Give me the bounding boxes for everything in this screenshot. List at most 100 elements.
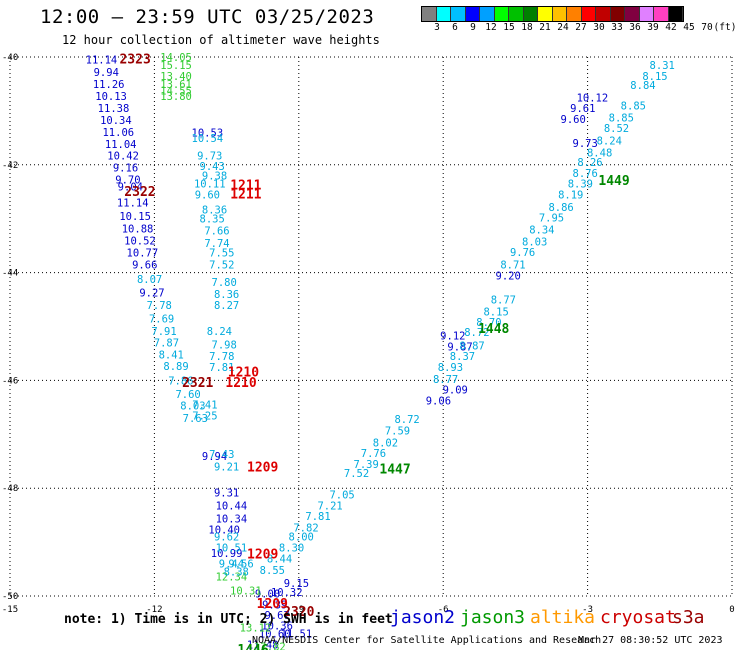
data-point-s3a: 8.44 (267, 553, 292, 565)
data-point-s3a: 8.34 (529, 224, 554, 236)
data-point-s3a: 7.52 (344, 468, 369, 480)
legend-jason2: jason2 (390, 607, 456, 628)
colorbar-swatch (465, 7, 480, 21)
data-point-jason2: 11.51 (281, 629, 313, 641)
data-point-jason2: 9.20 (496, 270, 521, 282)
colorbar-swatch (480, 7, 495, 21)
data-point-s3a: 9.44 (219, 559, 244, 571)
data-point-s3a: 9.60 (195, 189, 220, 201)
data-point-jason2: 9.31 (214, 488, 239, 500)
x-tick-label: -6 (438, 605, 449, 615)
data-point-s3a: 8.93 (438, 362, 463, 374)
data-point-s3a: 8.31 (650, 60, 675, 72)
y-tick-label: -44 (2, 269, 18, 279)
data-point-cryosat: 2321 (182, 376, 213, 391)
data-point-s3a: 8.07 (137, 274, 162, 286)
data-point-s3a: 8.39 (568, 179, 593, 191)
data-points: 11.149.9411.2610.1311.3810.3411.0611.041… (86, 52, 675, 650)
data-point-jason3: 13.80 (160, 91, 192, 103)
data-point-s3a: 8.37 (450, 351, 475, 363)
colorbar-swatch (509, 7, 524, 21)
data-point-jason2: 10.34 (100, 115, 132, 127)
data-point-s3a: 8.38 (224, 567, 249, 579)
data-point-s3a: 7.63 (183, 413, 208, 425)
data-point-s3a: 7.87 (154, 338, 179, 350)
data-point-s3a: 7.69 (149, 313, 174, 325)
data-point-s3a: 8.76 (573, 168, 598, 180)
data-point-jason3: 15.15 (160, 60, 192, 72)
legend-cryosat: cryosat (600, 607, 676, 628)
y-tick-label: -42 (2, 161, 18, 171)
colorbar-swatch (552, 7, 567, 21)
data-point-s3a: 7.81 (305, 511, 330, 523)
data-point-s3a: 8.03 (522, 236, 547, 248)
colorbar-swatch (436, 7, 451, 21)
data-point-s3a: 9.56 (228, 559, 253, 571)
data-point-time-s3a: 1209 (247, 547, 278, 562)
data-point-jason3: 12.82 (254, 642, 286, 650)
data-point-s3a: 8.84 (630, 80, 655, 92)
colorbar-label: 9 (470, 22, 476, 33)
y-tick-label: -40 (2, 53, 18, 63)
data-point-jason3: 13.12 (240, 622, 272, 634)
colorbar-label: 6 (452, 22, 458, 33)
data-point-s3a: 8.26 (577, 157, 602, 169)
data-point-time-s3a: 1209 (257, 597, 288, 612)
data-point-s3a: 7.21 (317, 500, 342, 512)
axis-labels: -15 -12 -9 -6 -3 0 -40 -42 -44 -46 -48 -50 (2, 53, 735, 615)
data-point-jason3: 10.31 (230, 586, 262, 598)
colorbar-label: 3 (434, 22, 440, 33)
data-point-jason2: 9.70 (115, 174, 140, 186)
x-tick-label: -12 (146, 605, 162, 615)
data-point-jason2: 10.53 (192, 127, 224, 139)
data-point-jason2: 9.00 (255, 588, 280, 600)
colorbar-swatch (567, 7, 582, 21)
data-point-s3a: 10.11 (194, 179, 226, 191)
colorbar-label: 12 (485, 22, 497, 33)
colorbar-label: (ft) (713, 22, 737, 33)
data-point-jason2: 11.04 (105, 139, 137, 151)
page-subtitle: 12 hour collection of altimeter wave hei… (62, 33, 380, 47)
data-point-s3a: 7.05 (329, 490, 354, 502)
data-point-jason2: 10.52 (124, 235, 156, 247)
y-tick-label: -48 (2, 484, 18, 494)
data-point-s3a: 8.36 (214, 289, 239, 301)
x-tick-label: -15 (2, 605, 18, 615)
data-point-s3a: 7.41 (192, 400, 217, 412)
credit-line: NOAA/NESDIS Center for Satellite Applica… (252, 635, 602, 646)
data-point-time-s3a: 1211 (230, 187, 261, 202)
data-point-cryosat: 2322 (124, 185, 155, 200)
data-point-s3a: 8.87 (459, 340, 484, 352)
data-point-s3a: 8.70 (476, 317, 501, 329)
data-point-s3a: 9.73 (197, 151, 222, 163)
data-point-s3a: 8.30 (279, 542, 304, 554)
colorbar-swatch (610, 7, 625, 21)
data-point-jason2: 10.15 (119, 211, 151, 223)
data-point-s3a: 7.55 (209, 248, 234, 260)
colorbar-swatch (639, 7, 654, 21)
data-point-s3a: 7.43 (209, 449, 234, 461)
legend-altika: altika (530, 607, 596, 628)
colorbar-label: 30 (593, 22, 605, 33)
colorbar-label: 42 (665, 22, 677, 33)
data-point-s3a: 9.21 (214, 462, 239, 474)
data-point-jason2: 9.87 (447, 341, 472, 353)
data-point-s3a: 8.72 (394, 414, 419, 426)
data-point-jason2: 9.61 (570, 103, 595, 115)
data-point-time-jason3: 1446 (237, 643, 268, 650)
data-point-s3a: 9.43 (200, 161, 225, 173)
data-point-time-jason3: 1448 (478, 322, 509, 337)
colorbar-swatch (625, 7, 640, 21)
data-point-jason2: 9.15 (284, 578, 309, 590)
data-point-jason2: 9.94 (202, 451, 227, 463)
data-point-jason2: 10.40 (208, 525, 240, 537)
data-point-jason2: 10.42 (107, 151, 139, 163)
data-point-s3a: 8.36 (202, 205, 227, 217)
data-point-jason2: 10.99 (211, 548, 243, 560)
data-point-jason2: 11.14 (86, 55, 118, 67)
data-point-jason2: 9.12 (440, 331, 465, 343)
generated-timestamp: Mar 27 08:30:52 UTC 2023 (578, 635, 723, 646)
data-point-jason2: 10.77 (127, 248, 159, 260)
grid-lines (9, 56, 733, 597)
colorbar-swatch (581, 7, 596, 21)
